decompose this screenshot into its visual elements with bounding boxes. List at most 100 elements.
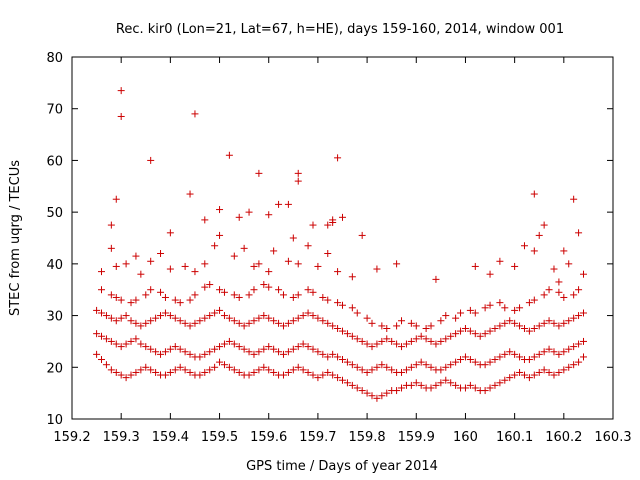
data-point — [545, 368, 553, 376]
data-point — [555, 278, 563, 286]
data-point — [525, 374, 533, 382]
data-point — [575, 312, 583, 320]
data-point — [339, 376, 346, 384]
data-point — [181, 319, 189, 327]
data-point — [466, 356, 474, 364]
data-point — [142, 363, 150, 371]
data-point — [275, 319, 283, 327]
data-point — [137, 340, 145, 348]
data-point — [107, 366, 115, 374]
data-point — [245, 348, 253, 356]
data-point — [457, 327, 465, 335]
data-point — [279, 350, 287, 358]
data-point — [132, 252, 140, 260]
data-point — [270, 368, 278, 376]
data-point — [324, 250, 332, 258]
data-point — [417, 358, 425, 366]
data-point — [137, 270, 145, 278]
data-point — [545, 317, 553, 325]
data-point — [334, 154, 342, 162]
data-point — [112, 262, 120, 270]
data-point — [319, 371, 327, 379]
data-point — [127, 371, 135, 379]
data-point — [363, 340, 371, 348]
data-point — [93, 330, 101, 338]
data-point — [240, 322, 248, 330]
data-point — [235, 319, 243, 327]
data-point — [471, 309, 479, 317]
data-point — [265, 366, 273, 374]
data-point — [348, 381, 356, 389]
data-point — [579, 353, 587, 361]
data-point — [275, 286, 283, 294]
data-point — [294, 314, 302, 322]
data-point — [560, 319, 568, 327]
data-point — [147, 286, 155, 294]
data-point — [422, 335, 430, 343]
data-point — [206, 348, 214, 356]
data-point — [555, 288, 563, 296]
data-point — [530, 247, 538, 255]
data-point — [461, 384, 469, 392]
data-point — [93, 350, 101, 358]
data-point — [520, 242, 528, 250]
data-point — [265, 343, 273, 351]
data-point — [437, 317, 445, 325]
y-tick-label: 10 — [46, 413, 63, 428]
y-tick-label: 40 — [46, 258, 63, 273]
data-point — [166, 368, 174, 376]
data-point — [516, 368, 524, 376]
data-point — [112, 340, 120, 348]
data-point — [407, 363, 415, 371]
data-point — [491, 381, 499, 389]
data-point — [216, 358, 224, 366]
data-point — [530, 190, 538, 198]
data-point — [422, 361, 430, 369]
data-point — [393, 340, 401, 348]
data-point — [334, 325, 342, 332]
data-point — [314, 314, 322, 322]
data-point — [412, 361, 420, 369]
data-point — [132, 368, 140, 376]
data-point — [98, 332, 106, 340]
data-point — [525, 356, 533, 364]
data-point — [353, 384, 361, 392]
data-point — [570, 343, 578, 351]
data-point — [437, 366, 445, 374]
data-point — [427, 322, 435, 330]
data-point — [201, 283, 209, 291]
data-point — [260, 312, 268, 320]
data-point — [235, 368, 243, 376]
data-point — [191, 110, 199, 118]
data-point — [289, 317, 297, 325]
data-point — [393, 322, 401, 330]
data-point — [447, 332, 455, 340]
data-point — [378, 361, 386, 369]
data-point — [339, 213, 346, 221]
data-point — [270, 317, 278, 325]
data-point — [289, 293, 297, 301]
data-point — [550, 371, 558, 379]
data-point — [506, 348, 514, 356]
data-point — [289, 234, 297, 242]
data-point — [432, 340, 440, 348]
data-point — [196, 371, 204, 379]
data-point — [486, 327, 494, 335]
x-tick-label: 159.2 — [53, 430, 90, 445]
data-point — [412, 322, 420, 330]
y-tick-label: 70 — [46, 103, 63, 118]
data-point — [250, 286, 258, 294]
data-point — [191, 291, 199, 299]
data-point — [132, 335, 140, 343]
data-point — [166, 345, 174, 353]
x-tick-label: 160 — [453, 430, 478, 445]
data-point — [299, 366, 307, 374]
data-point — [525, 299, 533, 307]
data-point — [112, 368, 120, 376]
data-point — [373, 340, 381, 348]
data-point — [176, 363, 184, 371]
data-point — [447, 361, 455, 369]
data-point — [304, 286, 312, 294]
data-point — [225, 363, 233, 371]
data-point — [412, 379, 420, 387]
